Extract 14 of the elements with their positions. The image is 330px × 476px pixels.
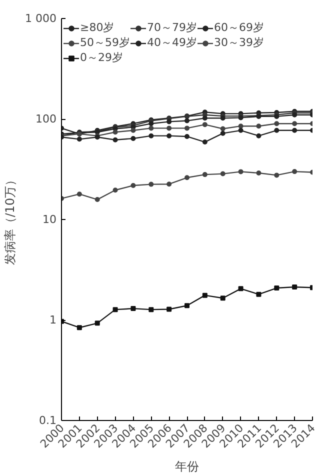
- y-tick-label: 100: [36, 112, 57, 126]
- legend-label: 30～39岁: [214, 35, 264, 50]
- y-axis-title: 发病率（/10万）: [3, 174, 18, 266]
- y-tick-label: 1: [50, 314, 56, 326]
- legend-label: 0～29岁: [80, 50, 123, 65]
- x-axis-title: 年份: [175, 460, 199, 474]
- legend-label: 60～69岁: [214, 20, 264, 35]
- legend-label: ≥80岁: [80, 20, 114, 35]
- y-tick-label: 1 000: [25, 12, 57, 25]
- y-tick-label: 0.1: [39, 414, 57, 427]
- legend-label: 50～59岁: [80, 35, 130, 50]
- legend-label: 70～79岁: [147, 20, 197, 35]
- legend-label: 40～49岁: [147, 35, 197, 50]
- y-tick-label: 10: [42, 213, 57, 226]
